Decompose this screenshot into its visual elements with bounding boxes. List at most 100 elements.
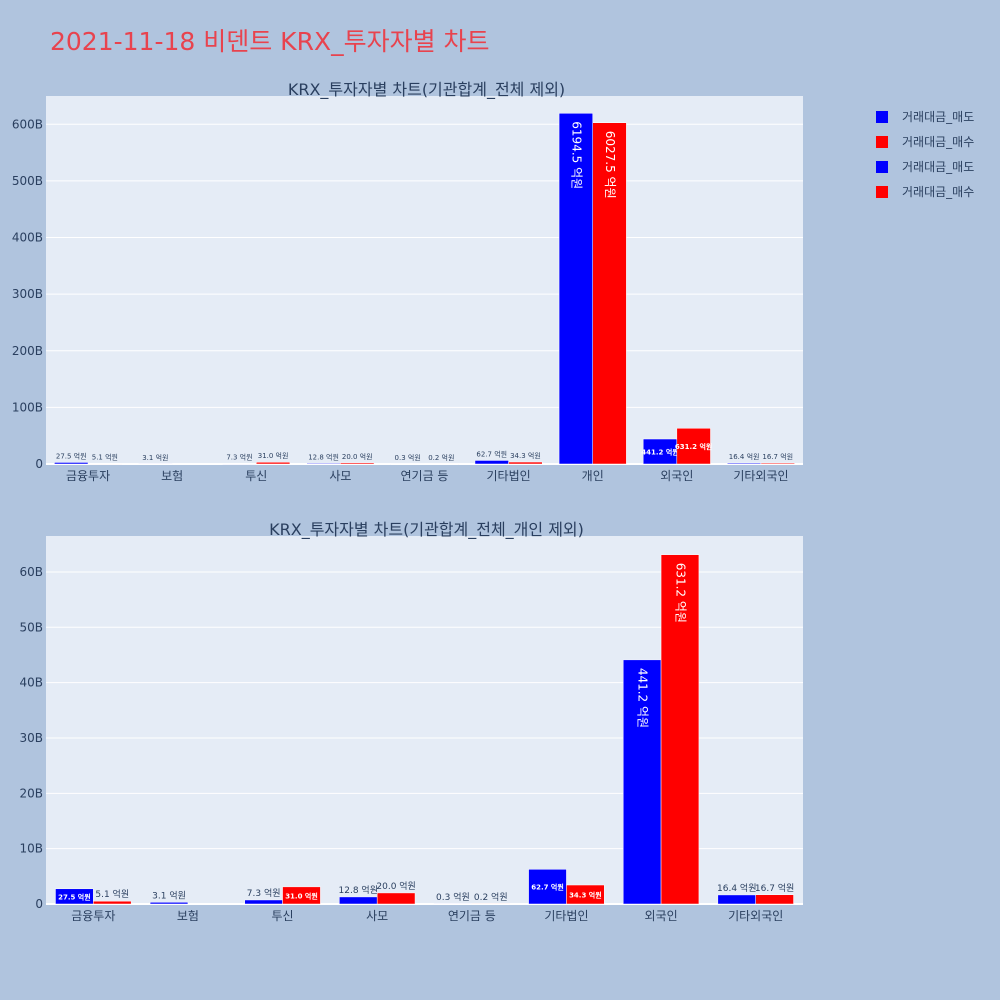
legend-swatch bbox=[876, 160, 888, 173]
y-tick-label: 50B bbox=[19, 620, 43, 634]
bar[interactable] bbox=[55, 888, 94, 905]
bar[interactable] bbox=[717, 894, 756, 905]
page-title: 2021-11-18 비덴트 KRX_투자자별 차트 bbox=[50, 27, 490, 56]
x-tick-label: 연기금 등 bbox=[448, 909, 496, 923]
data-label: 34.3 억원 bbox=[510, 451, 541, 460]
data-label: 441.2 억원 bbox=[641, 448, 678, 457]
x-tick-label: 투신 bbox=[272, 909, 294, 923]
bar[interactable] bbox=[93, 900, 132, 905]
data-label: 631.2 억원 bbox=[673, 563, 687, 623]
x-tick-label: 기타외국인 bbox=[733, 469, 788, 483]
chart-title: KRX_투자자별 차트(기관합계_전체 제외) bbox=[288, 80, 565, 100]
data-label: 7.3 억원 bbox=[226, 453, 252, 462]
x-tick-label: 기타법인 bbox=[544, 909, 588, 923]
bar[interactable] bbox=[376, 892, 416, 905]
y-tick-label: 400B bbox=[12, 231, 43, 245]
bar[interactable] bbox=[138, 463, 173, 465]
data-label: 31.0 억원 bbox=[258, 451, 289, 460]
legend[interactable]: 거래대금_매도 거래대금_매수 거래대금_매도 거래대금_매수 bbox=[876, 104, 974, 204]
legend-item[interactable]: 거래대금_매도 bbox=[876, 154, 974, 179]
data-label: 5.1 억원 bbox=[92, 453, 118, 462]
x-tick-label: 보험 bbox=[177, 909, 199, 923]
bar[interactable] bbox=[592, 122, 627, 465]
legend-label: 거래대금_매수 bbox=[902, 135, 975, 149]
y-tick-label: 40B bbox=[19, 676, 43, 690]
bar[interactable] bbox=[566, 884, 605, 905]
bar[interactable] bbox=[508, 461, 543, 465]
data-label: 12.8 억원 bbox=[308, 452, 339, 461]
legend-swatch bbox=[876, 135, 888, 148]
x-tick-label: 기타외국인 bbox=[728, 909, 783, 923]
x-tick-label: 보험 bbox=[161, 469, 183, 483]
bar[interactable] bbox=[558, 113, 593, 465]
x-tick-label: 금융투자 bbox=[66, 469, 110, 483]
legend-item[interactable]: 거래대금_매도 bbox=[876, 104, 974, 129]
data-label: 0.2 억원 bbox=[474, 891, 508, 903]
legend-label: 거래대금_매수 bbox=[902, 185, 975, 199]
data-label: 6027.5 억원 bbox=[603, 131, 617, 199]
data-label: 20.0 억원 bbox=[342, 452, 373, 461]
chart-title: KRX_투자자별 차트(기관합계_전체_개인 제외) bbox=[269, 520, 584, 540]
bar[interactable] bbox=[755, 894, 794, 905]
legend-swatch bbox=[876, 110, 888, 123]
data-label: 20.0 억원 bbox=[376, 880, 415, 892]
y-tick-label: 300B bbox=[12, 287, 43, 301]
bar[interactable] bbox=[622, 659, 662, 905]
bar[interactable] bbox=[54, 462, 89, 465]
y-tick-label: 500B bbox=[12, 174, 43, 188]
bar[interactable] bbox=[244, 899, 283, 905]
chart-2: 0 10B 20B 30B 40B 50B 60B KRX_투자자별 차트(기관합계_전체_개… bbox=[19, 520, 803, 923]
bar[interactable] bbox=[433, 903, 473, 905]
bar[interactable] bbox=[339, 896, 378, 905]
bar[interactable] bbox=[149, 902, 189, 905]
data-label: 3.1 억원 bbox=[142, 453, 168, 462]
bar[interactable] bbox=[760, 462, 795, 465]
bar[interactable] bbox=[256, 461, 291, 465]
bar[interactable] bbox=[727, 462, 762, 465]
data-label: 0.3 억원 bbox=[395, 453, 421, 462]
data-label: 31.0 억원 bbox=[285, 891, 318, 900]
x-tick-label: 외국인 bbox=[645, 909, 678, 923]
x-tick-label: 연기금 등 bbox=[401, 469, 449, 483]
bar[interactable] bbox=[87, 463, 122, 465]
legend-label: 거래대금_매도 bbox=[902, 110, 975, 124]
data-label: 34.3 억원 bbox=[569, 891, 602, 900]
data-label: 27.5 억원 bbox=[56, 451, 87, 460]
x-tick-label: 투신 bbox=[245, 469, 267, 483]
data-label: 631.2 억원 bbox=[675, 442, 712, 451]
bar[interactable] bbox=[676, 428, 711, 465]
data-label: 16.4 억원 bbox=[717, 882, 756, 894]
y-tick-label: 10B bbox=[19, 842, 43, 856]
bar[interactable] bbox=[222, 463, 257, 465]
data-label: 16.4 억원 bbox=[729, 452, 760, 461]
y-tick-label: 60B bbox=[19, 565, 43, 579]
bar[interactable] bbox=[660, 554, 700, 905]
legend-item[interactable]: 거래대금_매수 bbox=[876, 129, 974, 154]
y-tick-label: 100B bbox=[12, 400, 43, 414]
bar[interactable] bbox=[282, 886, 321, 905]
y-tick-label: 20B bbox=[19, 786, 43, 800]
legend-item[interactable]: 거래대금_매수 bbox=[876, 179, 974, 204]
y-tick-label: 600B bbox=[12, 117, 43, 131]
bar[interactable] bbox=[471, 903, 510, 905]
bar[interactable] bbox=[424, 463, 459, 465]
data-label: 62.7 억원 bbox=[476, 449, 507, 458]
data-label: 16.7 억원 bbox=[762, 452, 793, 461]
legend-swatch bbox=[876, 185, 888, 198]
chart-1: 0 100B 200B 300B 400B 500B 600B KRX_투자자별 차트(기관합… bbox=[12, 80, 803, 483]
plot-area bbox=[46, 96, 803, 464]
x-tick-label: 금융투자 bbox=[71, 909, 115, 923]
data-label: 441.2 억원 bbox=[636, 668, 650, 728]
x-tick-label: 기타법인 bbox=[487, 469, 531, 483]
bar[interactable] bbox=[390, 463, 425, 465]
data-label: 6194.5 억원 bbox=[569, 121, 583, 189]
bar[interactable] bbox=[340, 462, 375, 465]
bar[interactable] bbox=[474, 460, 509, 465]
bar[interactable] bbox=[306, 463, 341, 465]
y-tick-label: 0 bbox=[35, 897, 43, 911]
data-label: 16.7 억원 bbox=[755, 882, 794, 894]
x-tick-label: 사모 bbox=[366, 909, 388, 923]
data-label: 27.5 억원 bbox=[58, 892, 91, 901]
bar[interactable] bbox=[642, 438, 678, 465]
